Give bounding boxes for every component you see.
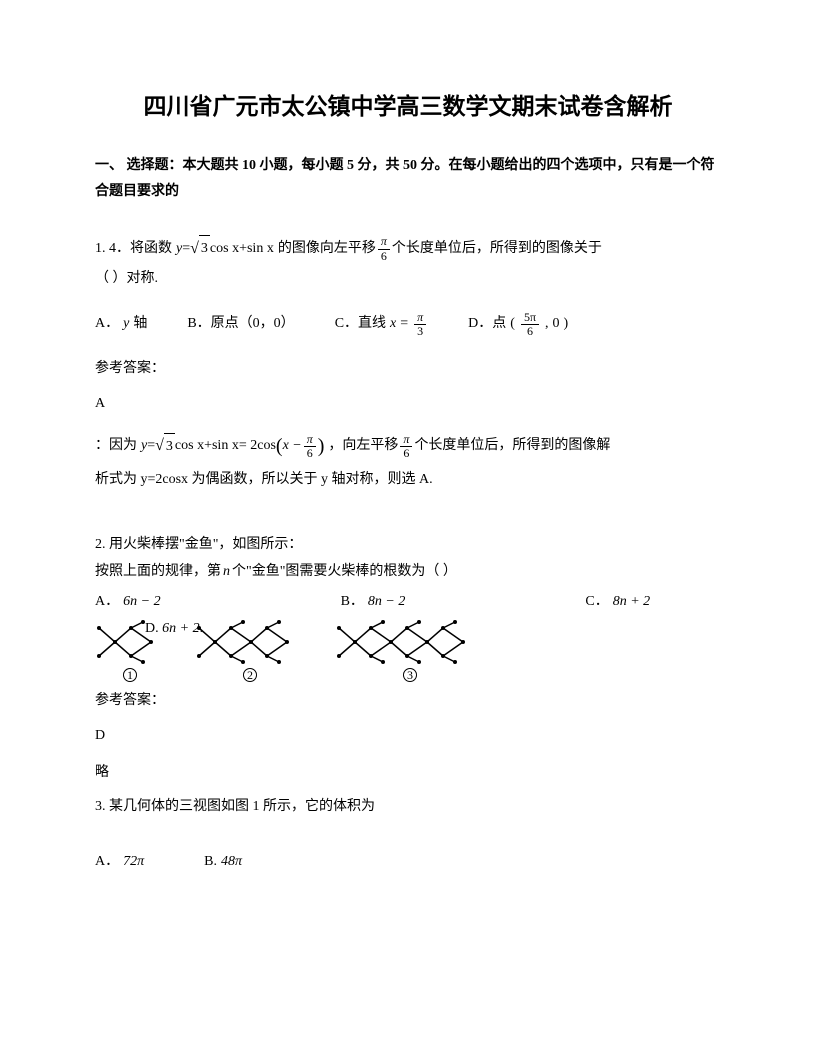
q2-answer-header: 参考答案：: [95, 688, 721, 715]
q1-option-c: C．直线 x = π3: [335, 311, 428, 338]
q1-option-a: A．y轴: [95, 311, 147, 338]
q1-option-d: D．点 (5π6, 0): [468, 311, 568, 338]
q2-line2: 按照上面的规律，第 n 个"金鱼"图需要火柴棒的根数为（ ）: [95, 559, 721, 586]
fish-icon: [195, 618, 305, 666]
q3-line1: 3. 某几何体的三视图如图 1 所示，它的体积为: [95, 794, 721, 821]
fish-label-1: 1: [123, 668, 137, 682]
q1-stem: 1. 4．将函数 y = √3 cos x + sin x 的图像向左平移 π6…: [95, 234, 721, 264]
q2-brief: 略: [95, 760, 721, 787]
q2-line1: 2. 用火柴棒摆"金鱼"，如图所示：: [95, 532, 721, 559]
question-3: 3. 某几何体的三视图如图 1 所示，它的体积为 A．72π B. 48π: [95, 794, 721, 875]
q1-answer-header: 参考答案：: [95, 356, 721, 383]
q2-options-row1: A．6n − 2 B．8n − 2 C．8n + 2: [95, 589, 721, 616]
q1-formula-1: y = √3 cos x + sin x: [176, 234, 274, 264]
pi-over-6-icon: π6: [378, 235, 390, 262]
q1-explanation-2: 析式为 y=2cosx 为偶函数，所以关于 y 轴对称，则选 A.: [95, 467, 721, 494]
fish-2: 2: [195, 618, 305, 682]
section-header: 一、 选择题：本大题共 10 小题，每小题 5 分，共 50 分。在每小题给出的…: [95, 153, 721, 206]
fish-icon: [95, 618, 165, 666]
q3-options: A．72π B. 48π: [95, 849, 721, 876]
q1-mid2: 个长度单位后，所得到的图像关于: [392, 236, 602, 263]
q1-mid1: 的图像向左平移: [278, 236, 376, 263]
q2-option-a: A．6n − 2: [95, 589, 161, 616]
q1-option-b: B．原点（0，0）: [187, 311, 294, 338]
fish-3: 3: [335, 618, 485, 682]
fish-icon: [335, 618, 485, 666]
fish-1: 1: [95, 618, 165, 682]
q3-option-a: A．72π: [95, 849, 144, 876]
q2-option-b: B．8n − 2: [341, 589, 406, 616]
page-title: 四川省广元市太公镇中学高三数学文期末试卷含解析: [95, 85, 721, 129]
q1-explanation-1: ：因为 y = √3 cos x + sin x = 2cos (x − π6 …: [95, 427, 721, 465]
fish-label-2: 2: [243, 668, 257, 682]
q2-option-c: C．8n + 2: [585, 589, 650, 616]
q3-option-b: B. 48π: [204, 849, 242, 876]
fish-label-3: 3: [403, 668, 417, 682]
q1-options: A．y轴 B．原点（0，0） C．直线 x = π3 D．点 (5π6, 0): [95, 311, 721, 338]
q1-answer: A: [95, 391, 721, 418]
q2-answer: D: [95, 723, 721, 750]
q1-prefix: 1. 4．将函数: [95, 236, 172, 263]
q1-paren: （ ）对称.: [95, 266, 721, 293]
question-1: 1. 4．将函数 y = √3 cos x + sin x 的图像向左平移 π6…: [95, 234, 721, 494]
question-2: 2. 用火柴棒摆"金鱼"，如图所示： 按照上面的规律，第 n 个"金鱼"图需要火…: [95, 532, 721, 786]
